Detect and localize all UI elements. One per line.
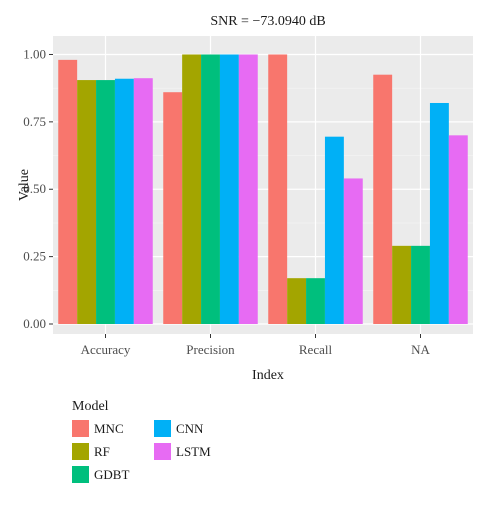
bar-lstm-accuracy [133,78,153,325]
legend-label-cnn: CNN [176,421,204,436]
bar-mnc-na [373,74,393,324]
bar-lstm-na [448,135,468,324]
legend-swatch-mnc [72,420,89,437]
bar-cnn-na [429,102,449,324]
x-tick-label: Accuracy [81,342,131,357]
bar-cnn-precision [219,54,239,324]
legend-label-lstm: LSTM [176,444,211,459]
bar-cnn-accuracy [114,78,134,324]
bar-mnc-accuracy [58,59,78,324]
bar-rf-recall [287,278,307,324]
bar-lstm-recall [343,178,363,324]
x-axis: Accuracy Precision Recall NA [81,334,430,357]
bar-cnn-recall [324,136,344,324]
y-tick-label: 1.00 [23,46,46,61]
bar-rf-accuracy [77,80,97,324]
bars [58,54,468,325]
y-tick-label: 0.00 [23,316,46,331]
legend-swatch-lstm [154,443,171,460]
bar-rf-precision [182,54,202,324]
legend-title: Model [72,399,109,414]
bar-rf-na [392,245,412,324]
bar-gdbt-precision [201,54,220,324]
bar-mnc-precision [163,92,183,324]
y-tick-label: 0.75 [23,114,46,129]
y-tick-label: 0.25 [23,249,46,264]
x-tick-label: Precision [186,342,235,357]
legend-swatch-cnn [154,420,171,437]
legend-swatch-rf [72,443,89,460]
legend-label-mnc: MNC [94,421,124,436]
x-tick-label: NA [411,342,430,357]
bar-mnc-recall [268,54,288,324]
chart-title: SNR = −73.0940 dB [210,14,325,29]
y-axis-title: Value [17,169,32,201]
bar-gdbt-na [411,245,430,324]
y-axis: 0.00 0.25 0.50 0.75 1.00 [23,46,53,331]
bar-gdbt-accuracy [96,80,115,324]
legend-label-rf: RF [94,444,110,459]
x-axis-title: Index [252,368,284,383]
bar-gdbt-recall [306,278,325,324]
bar-lstm-precision [238,54,258,324]
y-tick-label: 0.50 [23,181,46,196]
legend: MNC RF GDBT CNN LSTM [72,420,211,483]
legend-swatch-gdbt [72,466,89,483]
legend-label-gdbt: GDBT [94,467,129,482]
x-tick-label: Recall [299,342,333,357]
